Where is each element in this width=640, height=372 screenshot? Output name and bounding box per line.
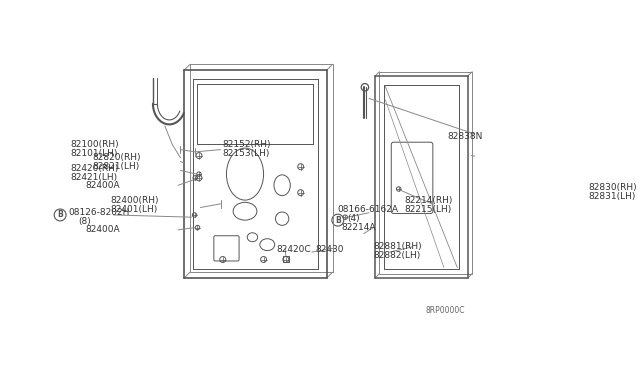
Text: 82400A: 82400A: [85, 225, 120, 234]
Text: 82821(LH): 82821(LH): [93, 162, 140, 171]
Text: 82215(LH): 82215(LH): [404, 205, 452, 214]
Text: (4): (4): [348, 214, 360, 223]
Text: 82830(RH): 82830(RH): [589, 183, 637, 192]
Text: 82430: 82430: [316, 246, 344, 254]
Text: 82214(RH): 82214(RH): [404, 196, 453, 205]
Text: 82400A: 82400A: [85, 181, 120, 190]
Text: 82420C: 82420C: [276, 246, 311, 254]
Text: 82831(LH): 82831(LH): [589, 192, 636, 201]
Text: 08166-6162A: 08166-6162A: [338, 205, 399, 214]
Text: 82881(RH): 82881(RH): [374, 243, 422, 251]
Text: 82400(RH): 82400(RH): [110, 196, 158, 205]
Text: 8RP0000C: 8RP0000C: [425, 306, 465, 315]
Text: 82838N: 82838N: [447, 132, 483, 141]
Text: 82152(RH): 82152(RH): [223, 140, 271, 149]
Text: 82401(LH): 82401(LH): [110, 205, 157, 214]
Text: B: B: [57, 211, 63, 219]
Text: 08126-8202H: 08126-8202H: [68, 208, 130, 217]
Text: (8): (8): [78, 217, 91, 226]
Text: 82882(LH): 82882(LH): [374, 251, 420, 260]
Text: 82820(RH): 82820(RH): [93, 153, 141, 162]
Text: 82420(RH): 82420(RH): [70, 164, 119, 173]
Text: 82153(LH): 82153(LH): [223, 149, 270, 158]
Text: 82100(RH): 82100(RH): [70, 140, 119, 149]
Text: 82421(LH): 82421(LH): [70, 173, 118, 182]
Bar: [283, 256, 289, 262]
Text: 82101(LH): 82101(LH): [70, 149, 118, 158]
Text: 82214A: 82214A: [342, 223, 376, 232]
Text: B: B: [335, 216, 340, 225]
